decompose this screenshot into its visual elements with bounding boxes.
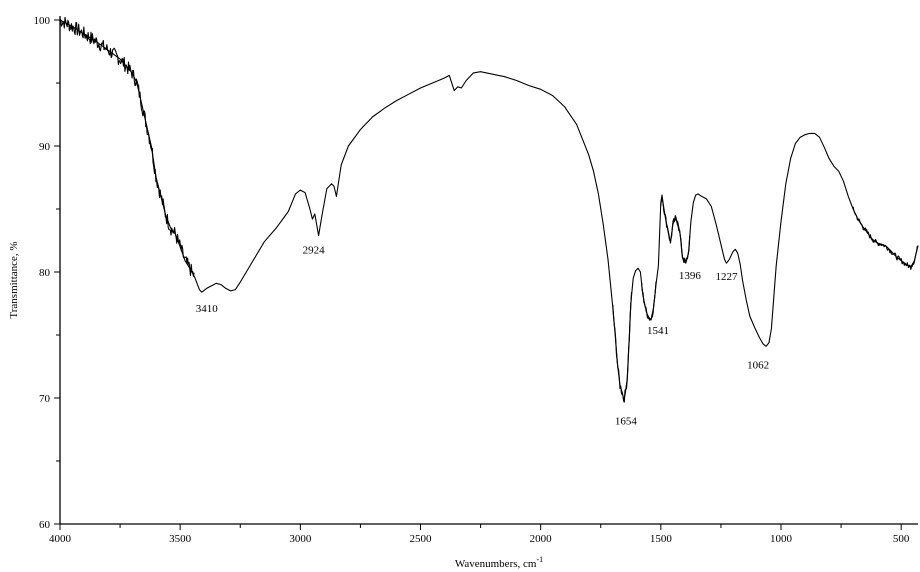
peak-label: 3410 bbox=[196, 303, 219, 315]
peak-label: 1227 bbox=[715, 271, 738, 283]
x-tick-label: 2500 bbox=[410, 533, 433, 545]
x-tick-label: 3000 bbox=[289, 533, 312, 545]
x-axis-title: Wavenumbers, cm-1 bbox=[455, 555, 543, 570]
y-axis-ticks: 60 70 80 90 100 bbox=[34, 15, 60, 531]
peak-label: 1396 bbox=[679, 270, 702, 282]
y-tick-label: 90 bbox=[39, 141, 51, 153]
y-tick-label: 100 bbox=[34, 15, 51, 27]
spectrum-noise-segment bbox=[59, 16, 195, 277]
x-tick-label: 3500 bbox=[169, 533, 192, 545]
spectrum-noise-segment bbox=[612, 292, 633, 403]
y-axis-title: Transmittance, % bbox=[8, 241, 20, 318]
spectrum-noise-segment bbox=[852, 206, 919, 270]
peak-label: 1541 bbox=[647, 325, 669, 337]
x-tick-label: 2000 bbox=[530, 533, 553, 545]
peak-label: 2924 bbox=[303, 244, 326, 256]
x-axis-title-superscript: -1 bbox=[536, 555, 543, 564]
y-tick-label: 60 bbox=[39, 519, 51, 531]
y-tick-label: 80 bbox=[39, 267, 51, 279]
spectrum-noise bbox=[59, 16, 919, 403]
spectrum-noise-segment bbox=[641, 281, 657, 321]
peak-label: 1062 bbox=[747, 359, 769, 371]
x-tick-label: 500 bbox=[893, 533, 910, 545]
x-axis-title-text: Wavenumbers, cm bbox=[455, 558, 537, 570]
spectrum-noise-segment bbox=[660, 198, 691, 264]
x-tick-label: 1500 bbox=[650, 533, 673, 545]
spectrum-line bbox=[59, 19, 919, 402]
peak-annotations: 3410 2924 1654 1541 1396 1227 1062 bbox=[196, 244, 769, 427]
plot-area bbox=[59, 16, 919, 403]
x-axis-ticks: 4000 3500 3000 2500 2000 1500 1000 500 bbox=[49, 524, 910, 545]
x-tick-label: 1000 bbox=[770, 533, 793, 545]
x-tick-label: 4000 bbox=[49, 533, 72, 545]
y-tick-label: 70 bbox=[39, 393, 51, 405]
peak-label: 1654 bbox=[615, 416, 638, 428]
